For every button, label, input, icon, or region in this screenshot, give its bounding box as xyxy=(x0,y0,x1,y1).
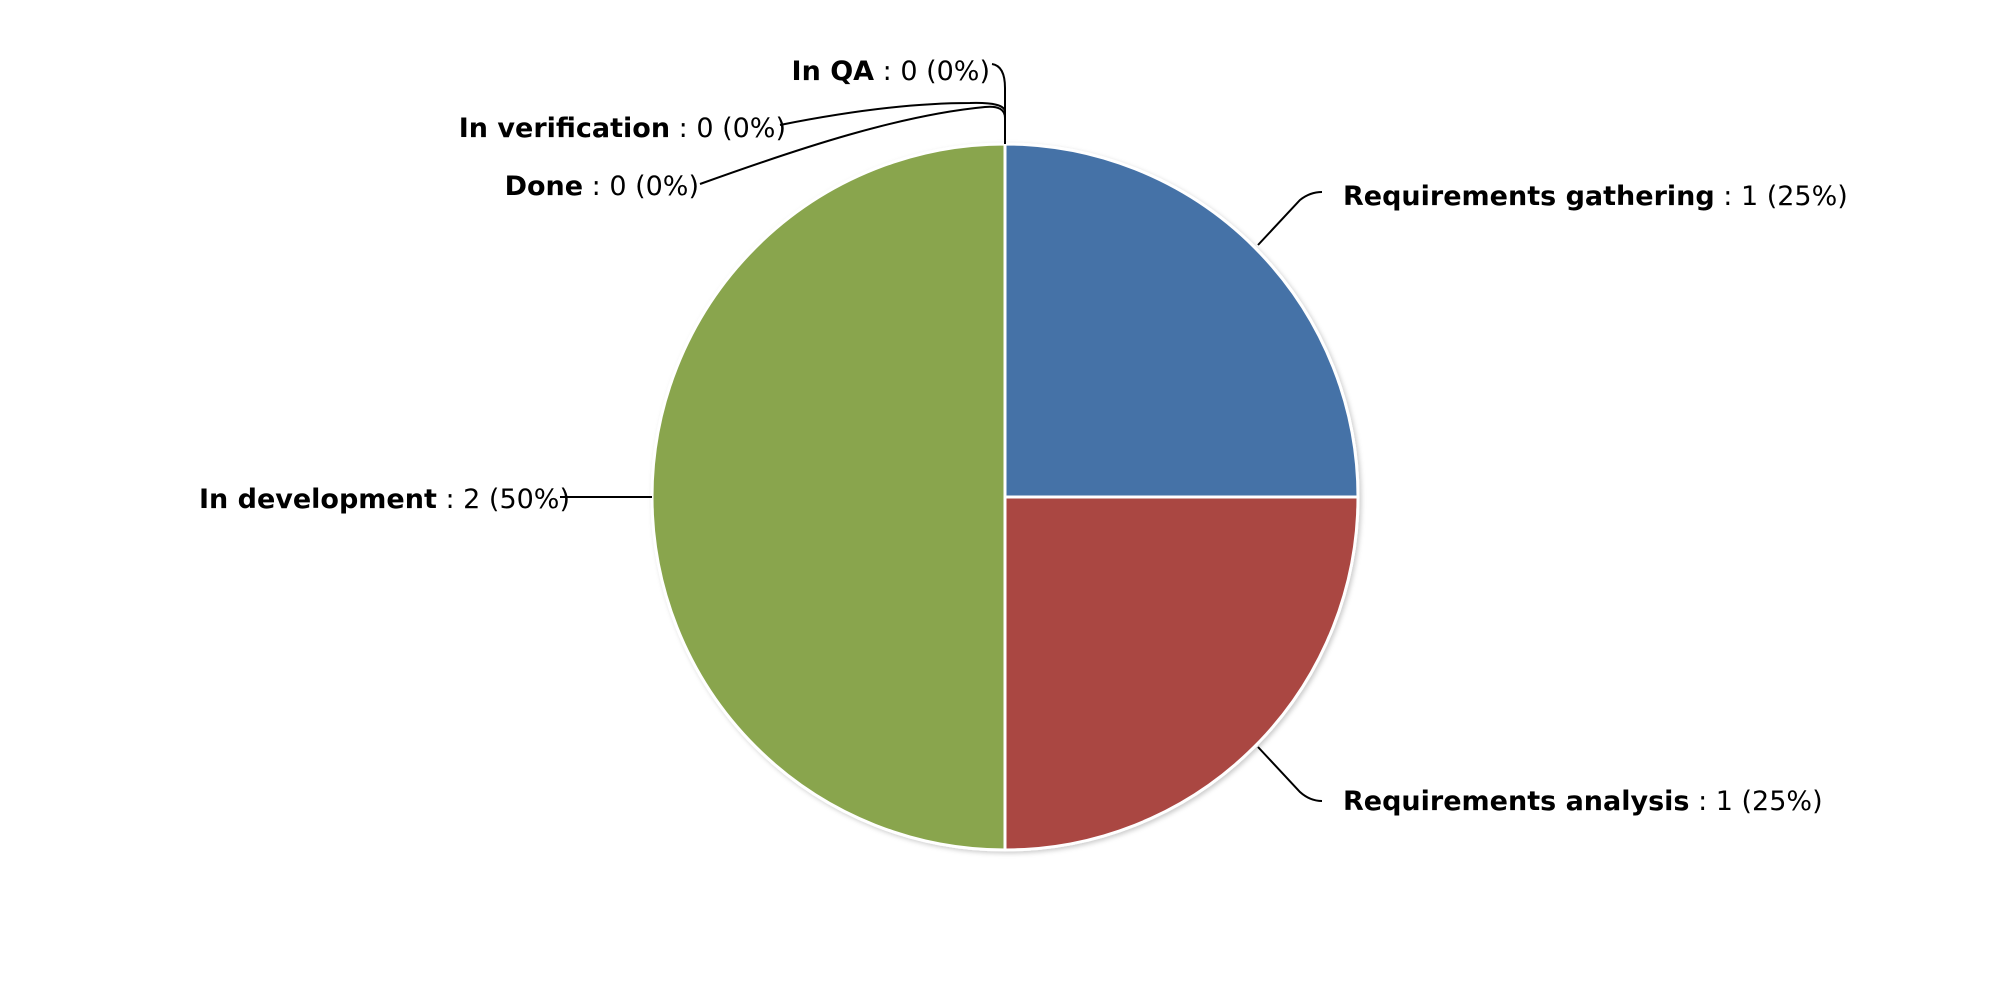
data-label-requirements-gathering: Requirements gathering : 1 (25%) xyxy=(1343,181,1848,212)
data-label-value: : 2 (50%) xyxy=(437,484,570,515)
data-labels: Requirements gathering : 1 (25%)Requirem… xyxy=(199,56,1848,817)
label-leader-lines xyxy=(560,63,1323,802)
pie-slices xyxy=(650,142,1360,852)
data-label-in-development: In development : 2 (50%) xyxy=(199,484,570,515)
data-label-value: : 0 (0%) xyxy=(874,56,990,87)
data-label-name: Requirements gathering xyxy=(1343,181,1715,212)
pie-slice-requirements-analysis[interactable] xyxy=(1003,495,1360,852)
data-label-value: : 0 (0%) xyxy=(670,113,786,144)
leader-line-in-qa xyxy=(991,63,1006,144)
data-label-requirements-analysis: Requirements analysis : 1 (25%) xyxy=(1343,786,1823,817)
pie-slice-requirements-gathering[interactable] xyxy=(1003,142,1360,499)
data-label-name: In development xyxy=(199,484,437,515)
data-label-value: : 0 (0%) xyxy=(583,171,699,202)
data-label-name: Done xyxy=(505,171,584,202)
data-label-in-verification: In verification : 0 (0%) xyxy=(459,113,786,144)
leader-line-done xyxy=(699,105,1006,185)
data-label-value: : 1 (25%) xyxy=(1690,786,1823,817)
leader-line-requirements-gathering xyxy=(1257,191,1323,246)
data-label-name: In QA xyxy=(792,56,875,87)
data-label-value: : 1 (25%) xyxy=(1715,181,1848,212)
data-label-name: In verification xyxy=(459,113,670,144)
data-label-done: Done : 0 (0%) xyxy=(505,171,699,202)
leader-line-requirements-analysis xyxy=(1257,746,1323,802)
leader-line-in-verification xyxy=(779,101,1006,144)
pie-slice-in-development[interactable] xyxy=(650,142,1007,852)
data-label-in-qa: In QA : 0 (0%) xyxy=(792,56,990,87)
data-label-name: Requirements analysis xyxy=(1343,786,1690,817)
